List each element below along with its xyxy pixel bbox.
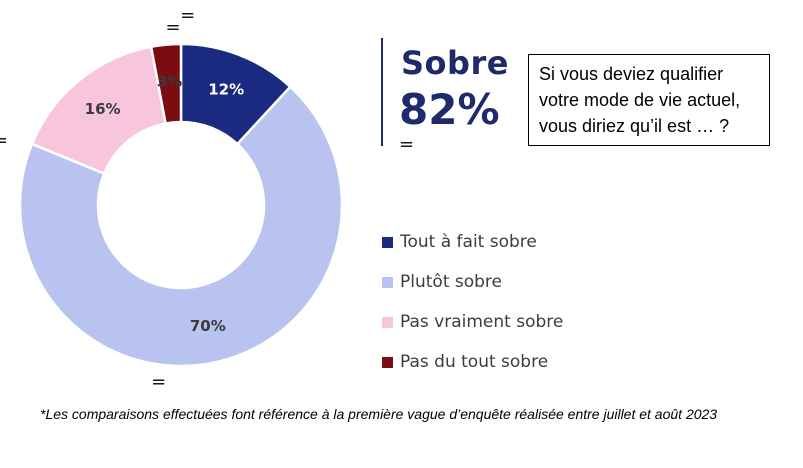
legend-swatch	[382, 236, 393, 248]
slice-value-label: 70%	[190, 317, 226, 335]
donut-slice-2	[18, 85, 344, 368]
legend-label: Pas du tout sobre	[400, 352, 549, 372]
donut-slice-4	[149, 42, 183, 125]
slice-value-label: 16%	[85, 100, 121, 118]
donut-slice-3	[30, 45, 168, 176]
legend-swatch	[382, 276, 393, 288]
summary-value: 82%	[399, 85, 500, 134]
summary-comparison-mark: =	[399, 134, 415, 155]
chart-legend: Tout à fait sobre Plutôt sobre Pas vraim…	[382, 222, 563, 382]
legend-item-pas-du-tout-sobre: Pas du tout sobre	[382, 342, 563, 382]
legend-label: Plutôt sobre	[400, 272, 503, 292]
donut-chart: 12%70%16%3%====	[0, 5, 344, 393]
legend-swatch	[382, 316, 393, 328]
legend-label: Tout à fait sobre	[400, 232, 537, 252]
comparison-mark: =	[151, 372, 166, 393]
summary-label: Sobre	[401, 44, 509, 82]
slice-value-label: 12%	[208, 81, 244, 99]
legend-label: Pas vraiment sobre	[400, 312, 564, 332]
comparison-mark: =	[0, 130, 8, 151]
summary-divider	[381, 38, 383, 146]
legend-swatch	[382, 356, 393, 368]
legend-item-tout-a-fait-sobre: Tout à fait sobre	[382, 222, 563, 262]
comparison-mark: =	[165, 17, 180, 38]
slice-value-label: 3%	[157, 73, 182, 91]
legend-item-pas-vraiment-sobre: Pas vraiment sobre	[382, 302, 563, 342]
legend-item-plutot-sobre: Plutôt sobre	[382, 262, 563, 302]
comparison-mark: =	[180, 5, 195, 26]
question-box: Si vous deviez qualifier votre mode de v…	[528, 54, 770, 146]
footnote: *Les comparaisons effectuées font référe…	[40, 406, 718, 422]
